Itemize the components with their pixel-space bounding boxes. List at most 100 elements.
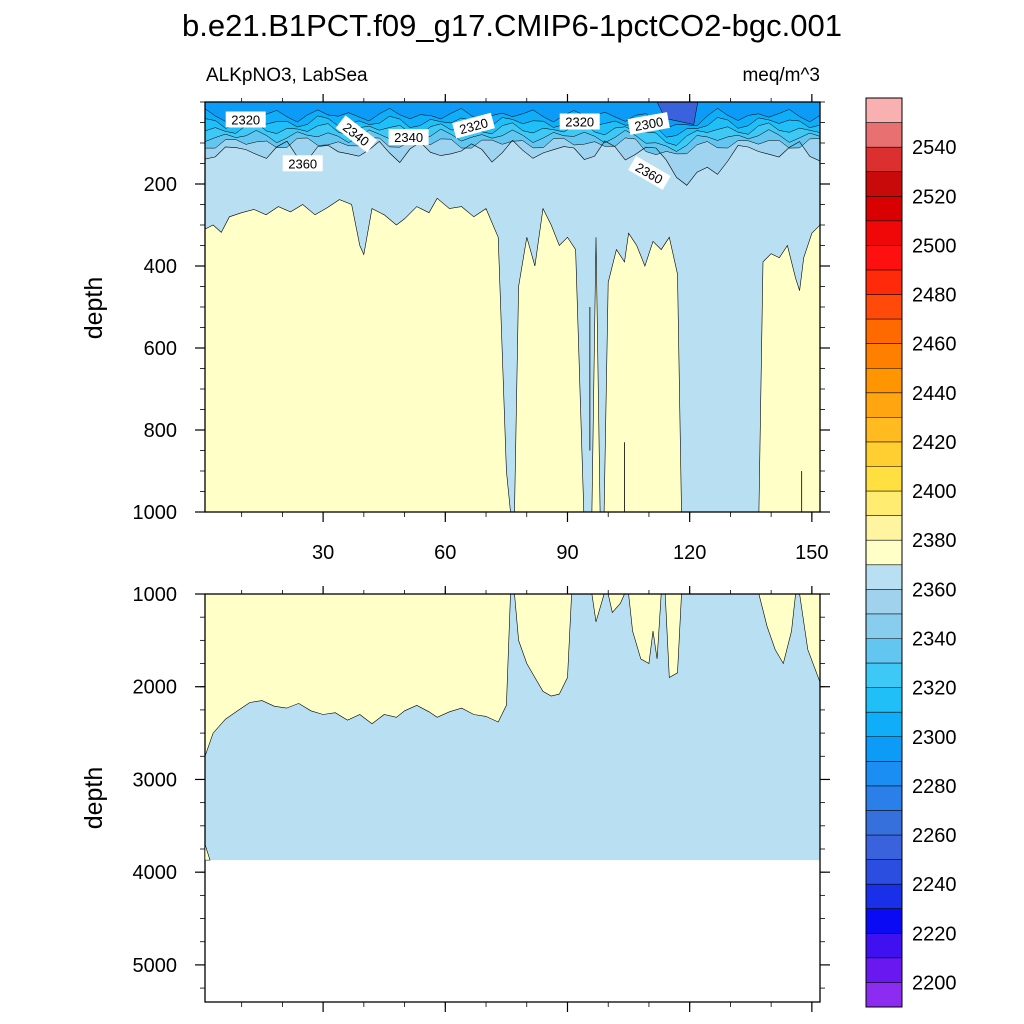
colorbar-swatch	[866, 638, 902, 664]
y-tick-label: 3000	[133, 769, 178, 791]
y-tick-label: 800	[144, 420, 177, 442]
colorbar-swatch	[866, 515, 902, 541]
y-tick-label: 600	[144, 338, 177, 360]
contour-label-text: 2320	[231, 113, 260, 128]
chart-title: b.e21.B1PCT.f09_g17.CMIP6-1pctCO2-bgc.00…	[182, 8, 842, 43]
colorbar-swatch	[866, 810, 902, 836]
x-tick-label: 60	[434, 542, 456, 564]
colorbar-swatch	[866, 835, 902, 860]
contour-label: 2360	[282, 155, 323, 172]
y-tick-label: 2000	[133, 677, 178, 699]
x-tick-label: 30	[312, 542, 334, 564]
colorbar-swatch	[866, 343, 902, 369]
variable-label: ALKpNO3, LabSea	[206, 65, 368, 86]
colorbar-swatch	[866, 761, 902, 787]
colorbar-label: 2300	[912, 727, 957, 749]
colorbar-swatch	[866, 613, 902, 639]
colorbar-label: 2520	[912, 186, 957, 208]
y-tick-label: 4000	[133, 862, 178, 884]
colorbar-swatch	[866, 859, 902, 885]
colorbar-swatch	[866, 540, 902, 566]
colorbar-label: 2280	[912, 776, 957, 798]
y-tick-label: 5000	[133, 955, 178, 977]
colorbar-swatch	[866, 736, 902, 762]
colorbar-swatch	[866, 564, 902, 590]
contour-label-box	[628, 156, 671, 190]
colorbar-swatch	[866, 122, 902, 148]
upper-high-region	[205, 197, 820, 512]
colorbar-swatch	[866, 319, 902, 344]
colorbar-label: 2320	[912, 678, 957, 700]
contour-label: 2300	[627, 112, 670, 135]
contour-label-box	[282, 155, 323, 172]
contour-label-text: 2360	[288, 156, 317, 171]
lower-frame	[204, 593, 821, 1003]
contour-label: 2320	[559, 113, 600, 130]
contour-label-text: 2300	[633, 114, 664, 134]
colorbar-swatch	[866, 368, 902, 394]
colorbar-swatch	[866, 908, 902, 934]
colorbar-swatch	[866, 441, 902, 467]
units-label: meq/m^3	[742, 65, 820, 86]
lower-panel: 1000 2000 3000 4000 5000 depth	[80, 584, 830, 1012]
colorbar-swatch	[866, 269, 902, 295]
contour-label-box	[627, 112, 670, 135]
colorbar-label: 2500	[912, 235, 957, 257]
contour-patch	[656, 102, 699, 125]
lower-ticks: 1000 2000 3000 4000 5000	[133, 584, 830, 1012]
colorbar-label: 2540	[912, 137, 957, 159]
contour-label: 2320	[225, 111, 266, 128]
x-tick-label: 150	[795, 542, 828, 564]
upper-y-axis-label: depth	[80, 277, 108, 340]
colorbar-swatch	[866, 712, 902, 738]
colorbar-swatch	[866, 220, 902, 246]
colorbar-label: 2420	[912, 432, 957, 454]
colorbar-swatch	[866, 933, 902, 959]
lower-y-axis-label: depth	[80, 767, 108, 830]
contour-label-text: 2320	[458, 115, 490, 137]
contour-label: 2340	[388, 129, 429, 146]
x-tick-label: 90	[556, 542, 578, 564]
colorbar-swatch	[866, 294, 902, 320]
colorbar-label: 2360	[912, 579, 957, 601]
colorbar-swatch	[866, 196, 902, 222]
colorbar-label: 2380	[912, 530, 957, 552]
colorbar-label: 2200	[912, 972, 957, 994]
colorbar-swatch	[866, 663, 902, 688]
colorbar: 2200 2220 2240 2260 2280 2300 2320 2340 2360 2380…	[865, 97, 957, 1008]
colorbar-frame	[865, 97, 903, 1008]
colorbar-label: 2400	[912, 481, 957, 503]
contour-label-box	[225, 111, 266, 128]
colorbar-swatch	[866, 466, 902, 492]
x-tick-label: 120	[673, 542, 706, 564]
colorbar-swatch	[866, 98, 902, 123]
contour-label: 2320	[452, 112, 495, 139]
colorbar-label: 2260	[912, 825, 957, 847]
y-tick-label: 1000	[133, 502, 178, 524]
colorbar-swatch	[866, 957, 902, 983]
colorbar-swatch	[866, 785, 902, 811]
contour-label-box	[452, 112, 495, 139]
colorbar-swatch	[866, 245, 902, 271]
colorbar-swatch	[866, 147, 902, 173]
colorbar-swatch	[866, 589, 902, 615]
contour-label-text: 2320	[565, 115, 594, 130]
colorbar-swatch	[866, 417, 902, 443]
lower-sliver	[204, 844, 211, 861]
colorbar-swatch	[866, 392, 902, 418]
y-tick-label: 1000	[133, 584, 178, 606]
colorbar-swatch	[866, 491, 902, 516]
x-tick-labels: 30 60 90 120 150	[312, 542, 829, 564]
colorbar-swatch	[866, 982, 902, 1008]
colorbar-label: 2220	[912, 923, 957, 945]
colorbar-label: 2240	[912, 874, 957, 896]
contour-label-box	[335, 115, 378, 153]
colorbar-label: 2460	[912, 334, 957, 356]
contour-label-text: 2340	[394, 130, 423, 145]
lower-high-region	[205, 594, 820, 757]
colorbar-swatch	[866, 171, 902, 197]
colorbar-label: 2440	[912, 383, 957, 405]
